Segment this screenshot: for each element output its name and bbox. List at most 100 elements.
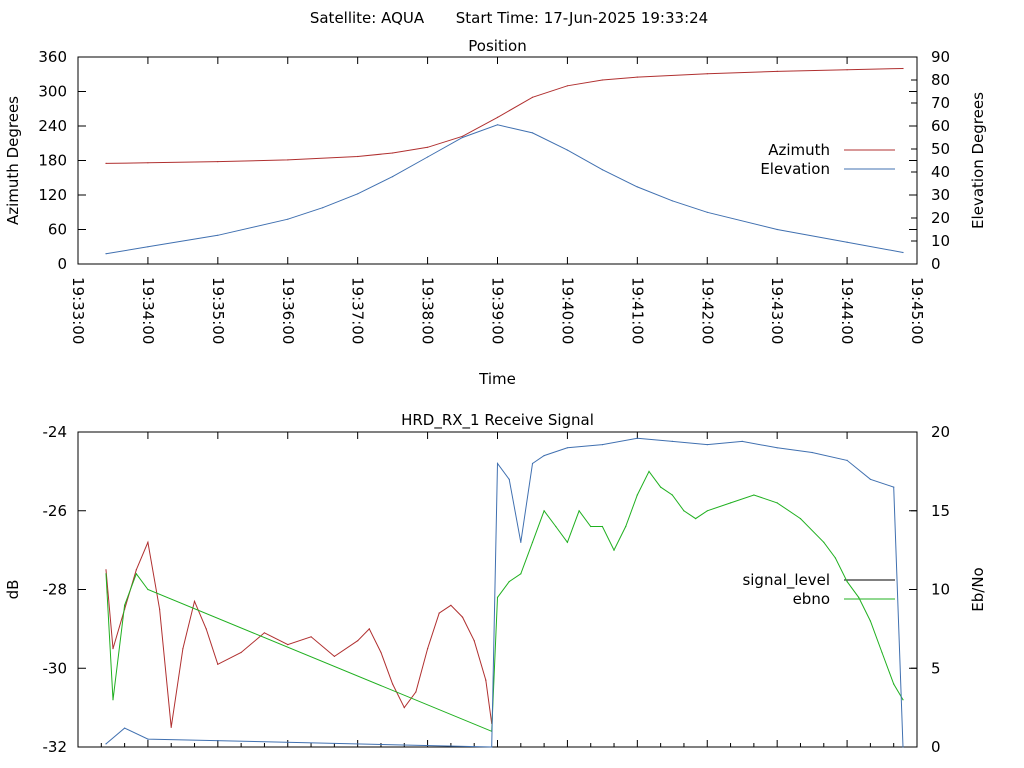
data-point	[648, 470, 650, 472]
data-point	[902, 67, 904, 70]
receive-signal-chart: HRD_RX_1 Receive Signal -32 -30 -28 -26 -24 0 5…	[4, 411, 987, 756]
y2-tick-label: 10	[931, 232, 950, 250]
x-tick-label: 19:35:00	[209, 277, 227, 344]
data-point	[112, 699, 114, 701]
data-point	[846, 69, 848, 71]
data-point	[869, 478, 872, 480]
data-point	[392, 152, 394, 154]
data-point	[461, 135, 464, 137]
chart-title: Position	[468, 37, 526, 55]
y2-axis-label: Eb/No	[969, 567, 987, 611]
data-point	[491, 746, 493, 748]
data-point	[450, 604, 452, 606]
data-point	[799, 518, 802, 520]
data-point	[601, 525, 604, 528]
data-point	[695, 518, 697, 520]
x-axis-label: Time	[478, 370, 516, 388]
data-point	[902, 699, 904, 701]
data-point	[846, 459, 848, 461]
x-tick-label: 19:45:00	[908, 277, 926, 344]
data-point	[461, 616, 464, 618]
y2-tick-label: 5	[931, 659, 941, 677]
chart-title: HRD_RX_1 Receive Signal	[401, 411, 594, 430]
y-tick-label: 180	[38, 152, 67, 170]
data-point	[392, 176, 394, 178]
y2-tick-label: 90	[931, 48, 950, 66]
data-point	[193, 600, 196, 602]
data-point	[415, 691, 417, 693]
data-point	[578, 510, 580, 512]
data-point	[902, 251, 904, 254]
series-line-series-2	[105, 437, 904, 748]
data-point	[531, 541, 534, 543]
data-point	[683, 510, 685, 512]
data-point	[706, 73, 708, 75]
data-point	[636, 76, 638, 78]
data-point	[730, 502, 732, 504]
x-tick-label: 19:41:00	[628, 277, 646, 344]
y2-tick-label: 0	[931, 738, 941, 756]
data-point	[893, 486, 895, 488]
data-point	[287, 644, 289, 646]
data-point	[357, 640, 359, 642]
y2-tick-label: 40	[931, 163, 950, 181]
data-point	[601, 169, 604, 171]
y2-tick-label: 30	[931, 186, 950, 204]
data-point	[590, 525, 592, 528]
data-point	[217, 663, 219, 665]
data-point	[368, 628, 370, 630]
data-point	[776, 502, 778, 504]
data-point	[706, 510, 708, 512]
data-point	[427, 156, 429, 158]
data-point	[601, 79, 604, 81]
data-point	[531, 132, 534, 134]
y2-tick-label: 15	[931, 502, 950, 520]
data-point	[893, 683, 895, 685]
data-point	[403, 707, 405, 709]
y2-tick-label: 50	[931, 140, 950, 158]
series-line-ebno	[105, 470, 904, 733]
y-tick-label: -24	[43, 423, 68, 441]
y-tick-label: 120	[38, 186, 67, 204]
data-point	[566, 541, 569, 543]
data-point	[496, 116, 499, 118]
data-point	[170, 726, 172, 728]
data-point	[357, 155, 359, 158]
data-point	[671, 494, 673, 496]
data-point	[671, 440, 673, 442]
data-point	[566, 149, 569, 151]
x-tick-label: 19:37:00	[349, 277, 367, 344]
data-point	[520, 573, 522, 575]
data-point	[380, 651, 382, 654]
data-point	[706, 211, 708, 213]
y-tick-label: -30	[43, 659, 68, 677]
data-point	[543, 510, 545, 512]
data-point	[543, 455, 545, 457]
data-point	[112, 648, 114, 650]
y-tick-label: 360	[38, 48, 67, 66]
legend-label: signal_level	[742, 571, 830, 590]
data-point	[601, 444, 604, 446]
data-point	[105, 253, 107, 255]
y-axis-label: dB	[4, 580, 22, 600]
data-point	[473, 640, 475, 642]
data-point	[357, 193, 359, 195]
data-point	[508, 581, 510, 583]
data-point	[531, 96, 534, 98]
data-point	[310, 636, 312, 638]
data-point	[496, 596, 499, 599]
series-line-signal_level	[105, 540, 493, 728]
data-point	[147, 588, 149, 591]
data-point	[461, 136, 464, 139]
data-point	[625, 525, 627, 528]
x-tick-label: 19:42:00	[698, 277, 716, 344]
data-point	[217, 161, 219, 163]
data-point	[811, 451, 813, 454]
data-point	[147, 738, 149, 740]
data-point	[427, 146, 429, 148]
data-point	[105, 573, 107, 575]
y-tick-label: 60	[48, 221, 67, 239]
position-chart: Position 0 60 120 180 240 300 360 0 10 20 30 40 50 60 7…	[4, 37, 987, 388]
data-point	[496, 124, 499, 126]
